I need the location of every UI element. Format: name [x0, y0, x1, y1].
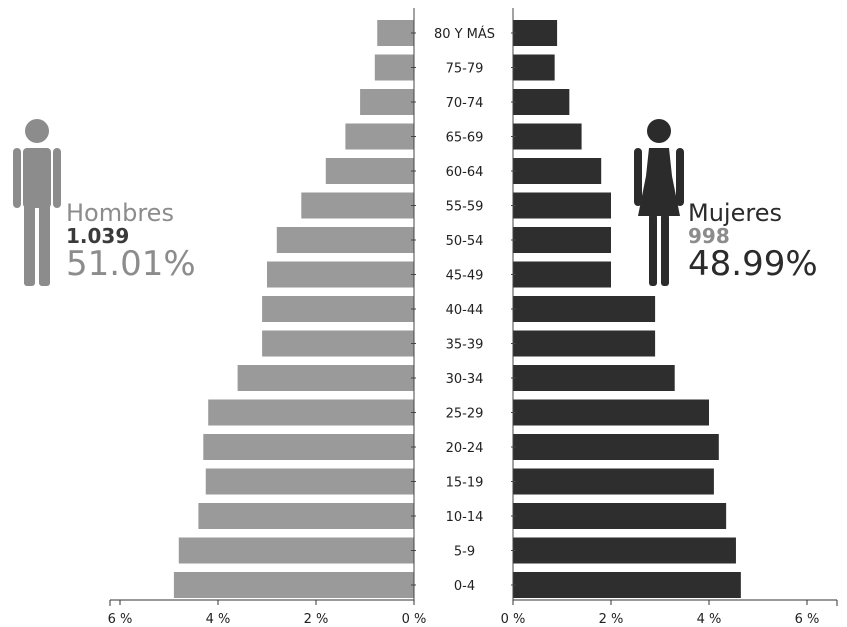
male-bar-65-69 [345, 123, 414, 150]
female-bar-70-74 [513, 89, 570, 115]
female-bar-80-y-más [513, 20, 558, 46]
male-legend: Hombres 1.039 51.01% [66, 200, 196, 282]
male-bar-55-59 [301, 192, 414, 219]
male-bar-50-54 [276, 227, 414, 253]
female-bars [513, 20, 741, 598]
female-bar-5-9 [513, 537, 736, 564]
female-bar-35-39 [513, 330, 656, 357]
right-x-tick-label: 0 % [501, 612, 526, 627]
age-label: 30-34 [446, 372, 484, 387]
female-legend: Mujeres 998 48.99% [688, 200, 818, 282]
male-percent: 51.01% [66, 244, 196, 284]
right-x-tick-label: 2 % [599, 612, 624, 627]
male-bars [173, 20, 414, 598]
male-bar-10-14 [198, 503, 414, 529]
age-label: 5-9 [454, 545, 475, 560]
female-bar-60-64 [513, 158, 602, 184]
male-bar-20-24 [203, 434, 414, 460]
male-bar-70-74 [360, 89, 414, 115]
female-person-icon [634, 119, 684, 286]
male-label: Hombres [66, 199, 174, 227]
female-bar-25-29 [513, 399, 709, 426]
left-x-tick-label: 0 % [402, 612, 427, 627]
age-label: 15-19 [446, 476, 484, 491]
female-bar-15-19 [513, 468, 714, 495]
male-bar-5-9 [178, 537, 414, 564]
female-bar-55-59 [513, 192, 611, 219]
male-bar-30-34 [237, 365, 414, 391]
female-bar-50-54 [513, 227, 611, 253]
male-bar-60-64 [325, 158, 414, 184]
age-label: 20-24 [446, 441, 484, 456]
female-percent: 48.99% [688, 244, 818, 284]
age-label: 35-39 [446, 338, 484, 353]
right-x-tick-label: 6 % [795, 612, 820, 627]
age-label: 65-69 [446, 131, 484, 146]
left-x-tick-label: 2 % [304, 612, 329, 627]
male-bar-45-49 [267, 261, 414, 288]
female-bar-0-4 [513, 572, 741, 598]
age-label: 40-44 [446, 303, 484, 318]
percent-axes: 6 % 4 % 2 % 0 % 0 % 2 % 4 % 6 % [108, 599, 838, 627]
male-bar-15-19 [205, 468, 414, 495]
age-label: 45-49 [446, 269, 484, 284]
male-bar-75-79 [374, 54, 414, 81]
age-axis: 0-4 5-9 10-14 15-19 20-24 25-29 30-34 35-39 40-4… [411, 8, 516, 600]
left-x-tick-label: 4 % [206, 612, 231, 627]
male-person-icon [13, 119, 61, 286]
age-label: 60-64 [446, 165, 484, 180]
female-count: 998 [688, 224, 730, 248]
female-bar-20-24 [513, 434, 719, 460]
age-label: 10-14 [446, 510, 484, 525]
male-bar-80-y-más [377, 20, 414, 46]
male-bar-25-29 [208, 399, 414, 426]
female-bar-75-79 [513, 54, 555, 81]
age-label: 25-29 [446, 407, 484, 422]
female-bar-45-49 [513, 261, 611, 288]
female-label: Mujeres [688, 199, 782, 227]
age-label: 55-59 [446, 200, 484, 215]
male-bar-40-44 [262, 296, 414, 322]
female-bar-40-44 [513, 296, 656, 322]
left-x-tick-label: 6 % [108, 612, 133, 627]
right-x-tick-label: 4 % [697, 612, 722, 627]
male-bar-35-39 [262, 330, 414, 357]
age-label: 70-74 [446, 96, 484, 111]
male-count: 1.039 [66, 224, 130, 248]
age-label: 0-4 [454, 579, 475, 594]
age-label: 75-79 [446, 62, 484, 77]
age-label: 80 Y MÁS [434, 26, 495, 42]
female-bar-30-34 [513, 365, 675, 391]
age-label: 50-54 [446, 234, 484, 249]
male-bar-0-4 [173, 572, 414, 598]
female-bar-10-14 [513, 503, 727, 529]
female-bar-65-69 [513, 123, 582, 150]
